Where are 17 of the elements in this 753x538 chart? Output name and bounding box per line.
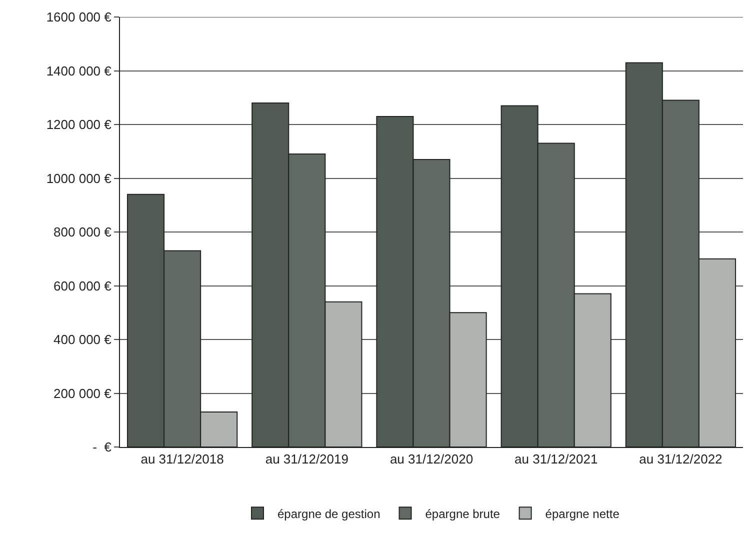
legend-label: épargne brute <box>425 506 500 521</box>
x-tick-label: au 31/12/2019 <box>265 452 348 467</box>
x-tick-label: au 31/12/2020 <box>390 452 474 467</box>
y-tick-label: 1400 000 € <box>46 63 112 78</box>
legend-label: épargne de gestion <box>278 506 380 521</box>
y-tick-label: 600 000 € <box>54 278 112 294</box>
y-tick-label: 1000 000 € <box>46 170 112 186</box>
y-tick-label: 1200 000 € <box>46 117 112 132</box>
y-tick-label: - € <box>92 440 112 455</box>
y-tick-label: 400 000 € <box>54 332 112 348</box>
x-tick-label: au 31/12/2022 <box>639 452 722 467</box>
x-tick-label: au 31/12/2018 <box>140 452 224 467</box>
y-tick-label: 200 000 € <box>54 386 112 401</box>
legend-label: épargne nette <box>545 506 620 521</box>
y-tick-label: 1600 000 € <box>46 10 112 25</box>
x-tick-label: au 31/12/2021 <box>514 452 598 467</box>
y-tick-label: 800 000 € <box>54 224 112 240</box>
